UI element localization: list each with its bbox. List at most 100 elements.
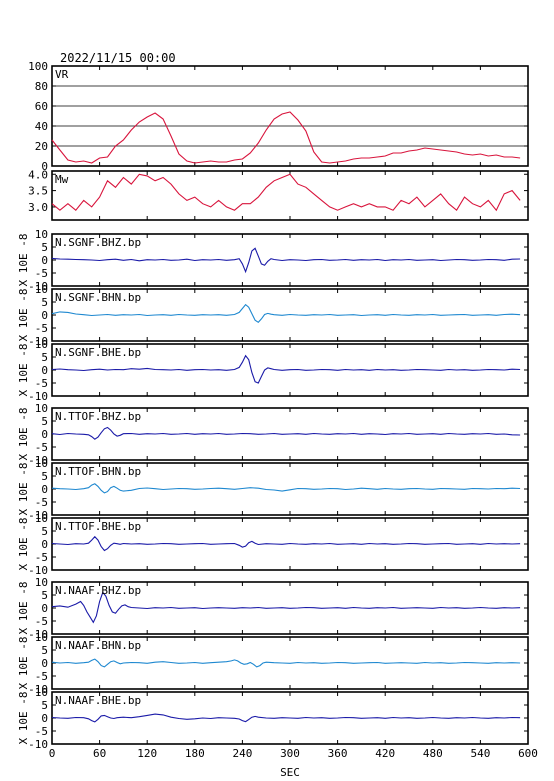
x-tick-label: 120 bbox=[137, 747, 157, 760]
y-tick-label: -5 bbox=[35, 441, 48, 454]
y-tick-label: -10 bbox=[28, 509, 48, 522]
y-tick-label: -10 bbox=[28, 390, 48, 403]
y-tick-label: 5 bbox=[41, 415, 48, 428]
x-axis: 0 60 120 180 240 300 360 420 480 540 600 SEC bbox=[49, 747, 538, 779]
y-tick-label: 0 bbox=[41, 712, 48, 725]
panel-label: VR bbox=[55, 68, 69, 81]
x-tick-label: 60 bbox=[93, 747, 106, 760]
y-axis-unit-label: X 10E -8 bbox=[17, 344, 30, 397]
y-tick-label: 10 bbox=[35, 686, 48, 699]
y-tick-label: -5 bbox=[35, 377, 48, 390]
y-tick-label: -10 bbox=[28, 738, 48, 751]
y-tick-label: 40 bbox=[35, 120, 48, 133]
y-axis-unit-label: X 10E -8 bbox=[17, 637, 30, 690]
y-tick-label: -10 bbox=[28, 335, 48, 348]
panel-label: N.SGNF.BHZ.bp bbox=[55, 236, 141, 249]
panel-label: N.SGNF.BHN.bp bbox=[55, 291, 141, 304]
y-tick-label: 3.0 bbox=[28, 201, 48, 214]
y-tick-label: 4.0 bbox=[28, 168, 48, 181]
x-tick-label: 180 bbox=[185, 747, 205, 760]
y-axis-unit-label: X 10E -8 bbox=[17, 463, 30, 516]
panel-label: N.NAAF.BHN.bp bbox=[55, 639, 141, 652]
y-tick-label: 60 bbox=[35, 100, 48, 113]
y-tick-label: 10 bbox=[35, 631, 48, 644]
y-tick-label: 0 bbox=[41, 483, 48, 496]
series-line-naaf-bhz bbox=[51, 591, 521, 624]
y-tick-label: -10 bbox=[28, 628, 48, 641]
y-tick-label: 0 bbox=[41, 428, 48, 441]
y-tick-label: -10 bbox=[28, 280, 48, 293]
series-line-ttof-bhz bbox=[51, 426, 521, 440]
panel-label: N.NAAF.BHZ.bp bbox=[55, 584, 141, 597]
x-tick-label: 540 bbox=[470, 747, 490, 760]
y-tick-label: 5 bbox=[41, 296, 48, 309]
y-tick-label: 0 bbox=[41, 657, 48, 670]
y-tick-label: 0 bbox=[41, 602, 48, 615]
x-tick-label: 480 bbox=[423, 747, 443, 760]
y-tick-label: 100 bbox=[28, 60, 48, 73]
panel-label: N.TTOF.BHZ.bp bbox=[55, 410, 141, 423]
y-tick-label: -5 bbox=[35, 725, 48, 738]
panel-frame bbox=[51, 65, 529, 167]
panel-label: N.NAAF.BHE.bp bbox=[55, 694, 141, 707]
panel-label: N.TTOF.BHE.bp bbox=[55, 520, 141, 533]
series-line-naaf-bhe bbox=[51, 713, 521, 723]
y-tick-label: 10 bbox=[35, 576, 48, 589]
x-tick-label: 0 bbox=[49, 747, 56, 760]
y-tick-label: 5 bbox=[41, 241, 48, 254]
y-tick-label: 20 bbox=[35, 140, 48, 153]
panel-label: N.SGNF.BHE.bp bbox=[55, 346, 141, 359]
y-tick-label: 5 bbox=[41, 525, 48, 538]
y-tick-label: -10 bbox=[28, 683, 48, 696]
datetime-label: 2022/11/15 00:00 bbox=[60, 51, 176, 65]
series-line-mw bbox=[51, 173, 521, 212]
panel-label: N.TTOF.BHN.bp bbox=[55, 465, 141, 478]
panel-label: Mw bbox=[55, 173, 69, 186]
y-tick-label: 5 bbox=[41, 470, 48, 483]
y-tick-label: -5 bbox=[35, 670, 48, 683]
y-tick-label: 10 bbox=[35, 457, 48, 470]
y-tick-label: -5 bbox=[35, 551, 48, 564]
y-axis-unit-label: X 10E -8 bbox=[17, 582, 30, 635]
y-tick-label: -10 bbox=[28, 454, 48, 467]
x-axis-label: SEC bbox=[280, 766, 300, 779]
panel-vr: 0 20 40 60 80 100 VR bbox=[28, 60, 529, 173]
y-tick-label: 5 bbox=[41, 351, 48, 364]
y-tick-label: 10 bbox=[35, 338, 48, 351]
x-tick-label: 240 bbox=[232, 747, 252, 760]
series-line-sgnf-bhz bbox=[51, 247, 521, 274]
y-tick-label: -10 bbox=[28, 564, 48, 577]
series-line-sgnf-bhe bbox=[51, 354, 521, 384]
y-tick-label: -5 bbox=[35, 322, 48, 335]
y-axis-unit-label: X 10E -8 bbox=[17, 289, 30, 342]
y-tick-label: 10 bbox=[35, 228, 48, 241]
y-tick-label: 0 bbox=[41, 538, 48, 551]
x-tick-label: 300 bbox=[280, 747, 300, 760]
y-tick-label: 0 bbox=[41, 364, 48, 377]
x-tick-label: 420 bbox=[375, 747, 395, 760]
y-axis-unit-label: X 10E -8 bbox=[17, 408, 30, 461]
y-tick-label: 0 bbox=[41, 160, 48, 173]
y-axis-unit-label: X 10E -8 bbox=[17, 518, 30, 571]
y-tick-label: -5 bbox=[35, 496, 48, 509]
x-tick-label: 360 bbox=[328, 747, 348, 760]
y-axis-unit-label: X 10E -8 bbox=[17, 234, 30, 287]
panel-ttof-bhz: -10-505 10 N.TTOF.BHZ.bp X 10E -8 bbox=[17, 402, 529, 467]
series-line-sgnf-bhn bbox=[51, 303, 521, 324]
y-tick-label: 0 bbox=[41, 254, 48, 267]
y-tick-label: 5 bbox=[41, 699, 48, 712]
x-tick-label: 600 bbox=[518, 747, 538, 760]
y-tick-label: -5 bbox=[35, 615, 48, 628]
y-tick-label: -5 bbox=[35, 267, 48, 280]
y-tick-label: 80 bbox=[35, 80, 48, 93]
series-line-naaf-bhn bbox=[51, 658, 521, 668]
